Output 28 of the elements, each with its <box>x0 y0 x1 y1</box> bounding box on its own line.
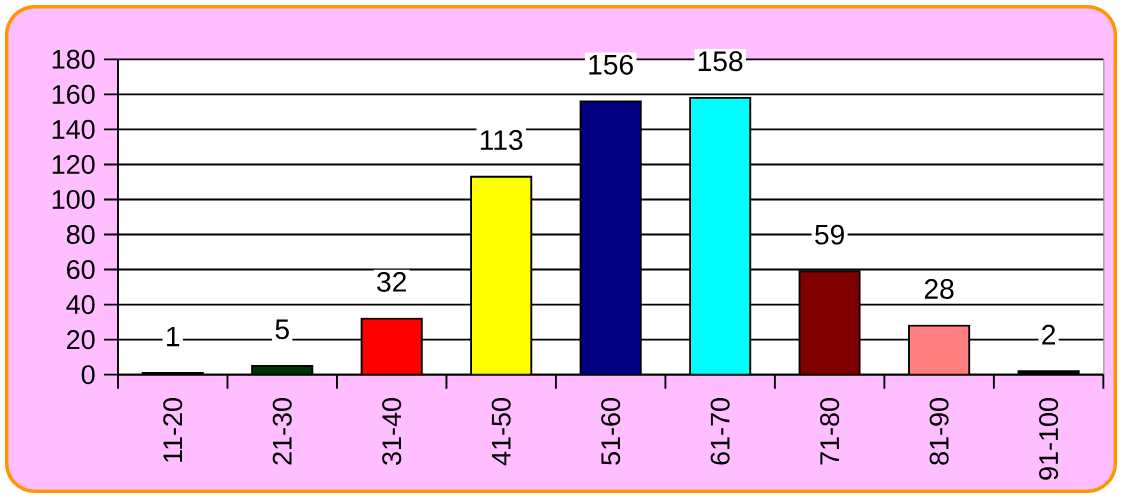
data-label: 158 <box>698 51 743 72</box>
x-tick-label: 41-50 <box>491 398 511 466</box>
x-tick-label: 21-30 <box>272 398 292 465</box>
x-tick-label: 91-100 <box>1039 398 1059 480</box>
x-tick-label: 81-90 <box>929 398 949 465</box>
data-label: 113 <box>480 130 523 150</box>
y-tick-label: 160 <box>52 84 95 104</box>
x-tick-label: 31-40 <box>382 398 402 465</box>
data-label: 59 <box>815 224 844 245</box>
data-label: 32 <box>377 272 406 292</box>
x-tick-label: 51-60 <box>601 398 621 465</box>
data-label: 28 <box>924 279 954 299</box>
data-label: 2 <box>1042 324 1055 345</box>
y-tick-label: 100 <box>52 189 95 210</box>
data-label: 5 <box>275 319 289 340</box>
y-tick-label: 180 <box>52 49 95 69</box>
y-tick-label: 80 <box>66 224 95 245</box>
data-label: 156 <box>589 54 633 75</box>
x-tick-label: 71-80 <box>820 398 840 465</box>
x-tick-label: 11-20 <box>163 398 183 462</box>
y-tick-label: 0 <box>81 365 95 385</box>
y-tick-label: 20 <box>67 330 95 350</box>
y-tick-label: 40 <box>66 295 95 315</box>
x-tick-label: 61-70 <box>710 398 730 465</box>
data-label: 1 <box>167 326 180 347</box>
y-tick-label: 120 <box>52 154 95 174</box>
y-tick-label: 60 <box>67 260 95 280</box>
y-tick-label: 140 <box>52 119 95 139</box>
